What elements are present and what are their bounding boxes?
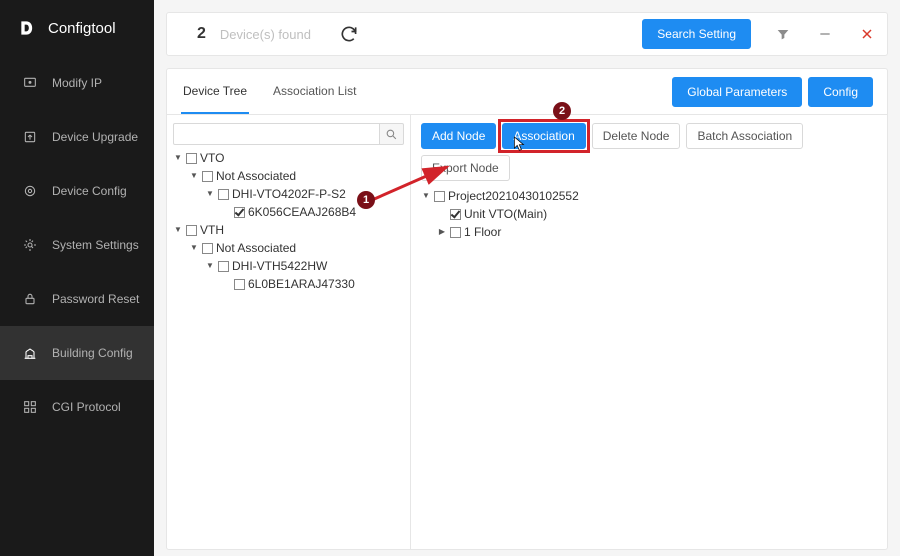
tree-node-1-floor[interactable]: 1 Floor [437, 223, 877, 241]
topbar: 2 Device(s) found Search Setting [166, 12, 888, 56]
refresh-button[interactable] [337, 22, 361, 46]
tree-label: 1 Floor [464, 223, 501, 241]
sidebar-item-device-upgrade[interactable]: Device Upgrade [0, 110, 154, 164]
tree-node-project[interactable]: Project20210430102552 Unit VTO(Main) 1 F… [421, 187, 877, 241]
panel-header: Device Tree Association List Global Para… [167, 69, 887, 115]
tree-node-vto-serial[interactable]: 6K056CEAAJ268B4 [221, 203, 404, 221]
sidebar-item-label: Password Reset [52, 292, 139, 306]
tree-label: 6K056CEAAJ268B4 [248, 203, 356, 221]
content-panel: Device Tree Association List Global Para… [166, 68, 888, 550]
sidebar-item-system-settings[interactable]: System Settings [0, 218, 154, 272]
tree-search-button[interactable] [380, 123, 404, 145]
project-tree-column: Add Node Association Delete Node Batch A… [411, 115, 887, 549]
minimize-button[interactable] [815, 24, 835, 44]
tab-device-tree[interactable]: Device Tree [181, 70, 249, 114]
sidebar-item-label: Modify IP [52, 76, 102, 90]
settings-icon [22, 237, 38, 253]
sidebar-item-label: Device Upgrade [52, 130, 138, 144]
tree-node-not-associated-vth[interactable]: Not Associated DHI-VTH5422HW 6L0BE1ARAJ4… [189, 239, 404, 293]
batch-association-button[interactable]: Batch Association [686, 123, 803, 149]
device-tree-column: VTO Not Associated DHI-VTO4202F-P-S2 [167, 115, 411, 549]
tree-label: Unit VTO(Main) [464, 205, 547, 223]
config-button[interactable]: Config [808, 77, 873, 107]
sidebar-item-label: System Settings [52, 238, 139, 252]
tree-node-vth[interactable]: VTH Not Associated DHI-VTH5422HW [173, 221, 404, 293]
sidebar: Configtool Modify IP Device Upgrade Devi… [0, 0, 154, 556]
callout-badge-1: 1 [357, 191, 375, 209]
tree-search [173, 123, 404, 145]
sidebar-item-label: CGI Protocol [52, 400, 121, 414]
tab-association-list[interactable]: Association List [271, 70, 358, 114]
project-tree: Project20210430102552 Unit VTO(Main) 1 F… [421, 187, 877, 241]
tabs: Device Tree Association List [181, 70, 358, 114]
search-setting-button[interactable]: Search Setting [642, 19, 751, 49]
brand-logo-icon [18, 18, 38, 38]
sidebar-item-password-reset[interactable]: Password Reset [0, 272, 154, 326]
sidebar-item-building-config[interactable]: Building Config [0, 326, 154, 380]
upgrade-icon [22, 129, 38, 145]
tree-label: Not Associated [216, 239, 296, 257]
screen-icon [22, 75, 38, 91]
tree-label: VTH [200, 221, 224, 239]
gear-icon [22, 183, 38, 199]
device-tree: VTO Not Associated DHI-VTO4202F-P-S2 [173, 149, 404, 293]
tree-label: DHI-VTO4202F-P-S2 [232, 185, 346, 203]
sidebar-item-cgi-protocol[interactable]: CGI Protocol [0, 380, 154, 434]
devices-count: 2 [197, 25, 206, 43]
tree-label: Project20210430102552 [448, 187, 579, 205]
delete-node-button[interactable]: Delete Node [592, 123, 681, 149]
sidebar-item-label: Device Config [52, 184, 127, 198]
devices-found: 2 Device(s) found [177, 22, 361, 46]
global-parameters-button[interactable]: Global Parameters [672, 77, 802, 107]
building-icon [22, 345, 38, 361]
sidebar-item-device-config[interactable]: Device Config [0, 164, 154, 218]
main-area: 2 Device(s) found Search Setting Device … [154, 0, 900, 556]
association-button-wrap: Association [502, 123, 585, 149]
tree-node-dhi-vth5422hw[interactable]: DHI-VTH5422HW 6L0BE1ARAJ47330 [205, 257, 404, 293]
tree-label: VTO [200, 149, 224, 167]
tree-node-unit-vto[interactable]: Unit VTO(Main) [437, 205, 877, 223]
brand: Configtool [0, 0, 154, 56]
association-button[interactable]: Association [502, 123, 585, 149]
close-button[interactable] [857, 24, 877, 44]
brand-text: Configtool [48, 20, 116, 37]
lock-icon [22, 291, 38, 307]
add-node-button[interactable]: Add Node [421, 123, 496, 149]
callout-badge-2: 2 [553, 102, 571, 120]
tree-search-input[interactable] [173, 123, 380, 145]
export-node-button[interactable]: Export Node [421, 155, 510, 181]
node-action-row: Add Node Association Delete Node Batch A… [421, 123, 877, 181]
sidebar-item-modify-ip[interactable]: Modify IP [0, 56, 154, 110]
tree-label: DHI-VTH5422HW [232, 257, 327, 275]
tree-node-vto[interactable]: VTO Not Associated DHI-VTO4202F-P-S2 [173, 149, 404, 221]
devices-text: Device(s) found [220, 27, 311, 42]
sidebar-item-label: Building Config [52, 346, 133, 360]
qr-icon [22, 399, 38, 415]
panel-body: VTO Not Associated DHI-VTO4202F-P-S2 [167, 115, 887, 549]
filter-icon[interactable] [773, 24, 793, 44]
tree-label: 6L0BE1ARAJ47330 [248, 275, 355, 293]
tree-label: Not Associated [216, 167, 296, 185]
tree-node-vth-serial[interactable]: 6L0BE1ARAJ47330 [221, 275, 404, 293]
